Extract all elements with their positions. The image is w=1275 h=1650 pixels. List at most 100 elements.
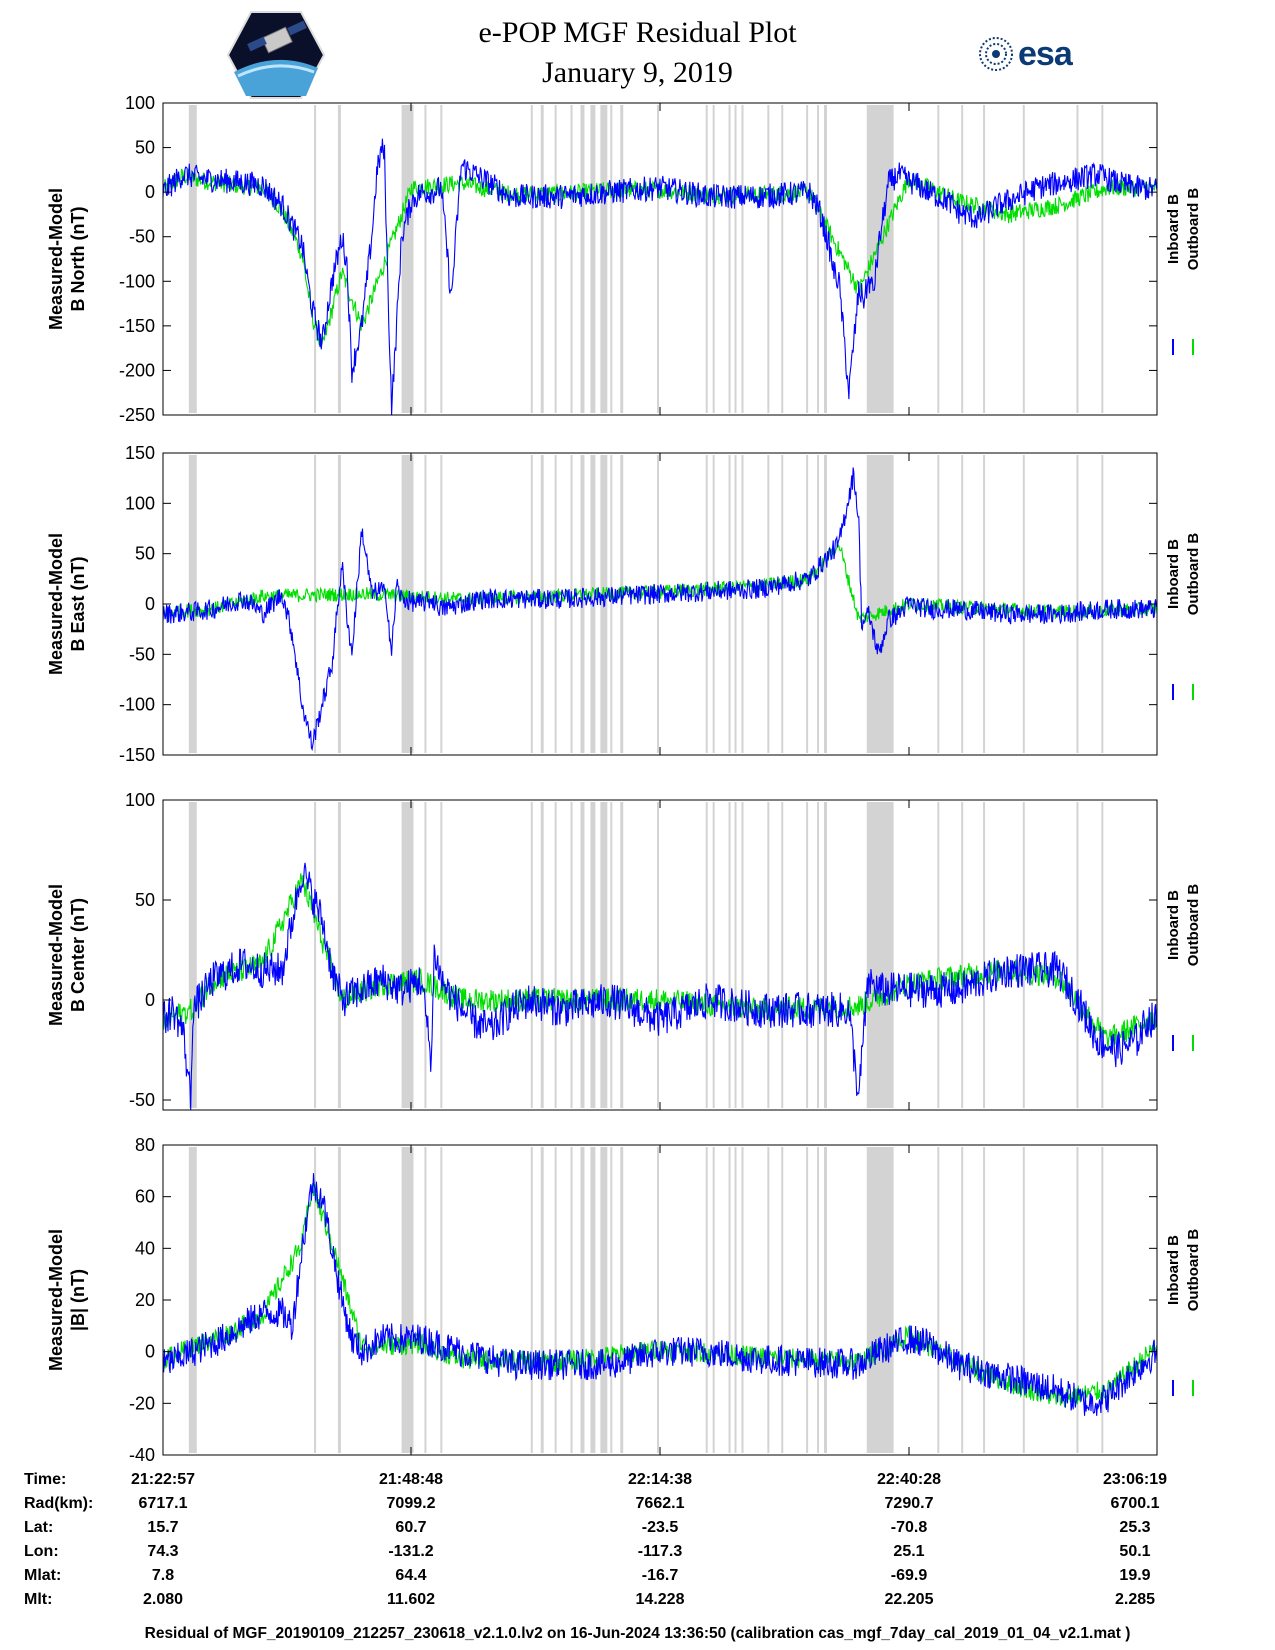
data-gap-band <box>866 802 894 1108</box>
legend-outboard-label: Outboard B <box>1185 533 1202 616</box>
y-tick-label: 0 <box>145 594 155 614</box>
y-tick-label: -250 <box>119 405 155 425</box>
y-tick-label: -150 <box>119 316 155 336</box>
legend-outboard-label: Outboard B <box>1185 188 1202 271</box>
data-gap-band <box>580 802 585 1108</box>
panel-bnorth: 100 50 0 -50 -100 -150 -200 -250 Measured-Model B… <box>46 93 1202 425</box>
data-gap-band <box>741 455 744 753</box>
y-axis-label: Measured-Model <box>46 884 66 1026</box>
data-gap-band <box>817 802 820 1108</box>
data-gap-band <box>734 105 737 413</box>
y-tick-label: -150 <box>119 745 155 765</box>
y-axis-label: Measured-Model <box>46 1229 66 1371</box>
data-gap-band <box>1101 1147 1104 1453</box>
y-axis-label: Measured-Model <box>46 533 66 675</box>
data-gap-band <box>767 802 770 1108</box>
y-tick-label: -20 <box>129 1393 155 1413</box>
legend-inboard-label: Inboard B <box>1165 1235 1182 1305</box>
data-gap-band <box>570 1147 573 1453</box>
data-gap-band <box>806 105 809 413</box>
series-inboard-line <box>162 467 1158 752</box>
series-inboard-line <box>162 1173 1158 1416</box>
data-gap-band <box>554 105 557 413</box>
data-gap-band <box>937 1147 940 1453</box>
legend-outboard-label: Outboard B <box>1185 1229 1202 1312</box>
y-tick-label: 100 <box>125 790 155 810</box>
data-gap-band <box>600 802 608 1108</box>
y-tick-label: -50 <box>129 227 155 247</box>
data-gap-band <box>570 105 573 413</box>
data-gap-band <box>767 455 770 753</box>
data-gap-band <box>657 1147 660 1453</box>
data-gap-band <box>866 455 894 753</box>
data-gap-band <box>440 105 443 413</box>
data-gap-band <box>1076 802 1079 1108</box>
y-tick-label: 0 <box>145 182 155 202</box>
data-gap-band <box>590 1147 596 1453</box>
data-gap-band <box>824 455 827 753</box>
series-outboard-line <box>162 1182 1158 1408</box>
data-gap-band <box>188 1147 197 1453</box>
data-gap-band <box>806 1147 809 1453</box>
data-gap-band <box>1076 1147 1079 1453</box>
y-tick-label: 0 <box>145 1342 155 1362</box>
y-tick-label: -40 <box>129 1445 155 1465</box>
data-gap-band <box>817 1147 820 1453</box>
data-gap-band <box>781 1147 784 1453</box>
data-gap-band <box>188 455 197 753</box>
data-gap-band <box>620 802 624 1108</box>
data-gap-band <box>767 1147 770 1453</box>
data-gap-band <box>600 1147 608 1453</box>
data-gap-band <box>961 105 964 413</box>
data-gap-band <box>983 802 986 1108</box>
data-gap-band <box>937 105 940 413</box>
data-gap-band <box>188 105 197 413</box>
data-gap-band <box>705 802 708 1108</box>
data-gap-band <box>610 455 613 753</box>
data-gap-band <box>600 105 608 413</box>
data-gap-band <box>983 455 986 753</box>
esa-logo-icon <box>979 37 1013 71</box>
data-gap-band <box>610 105 613 413</box>
y-tick-label: 40 <box>135 1238 155 1258</box>
data-gap-band <box>728 105 731 413</box>
data-gap-band <box>424 1147 427 1453</box>
data-gap-band <box>705 1147 708 1453</box>
y-tick-label: -50 <box>129 644 155 664</box>
data-gap-band <box>728 455 731 753</box>
y-tick-label: -100 <box>119 271 155 291</box>
y-tick-label: 0 <box>145 990 155 1010</box>
data-gap-band <box>983 1147 986 1453</box>
data-gap-band <box>728 802 731 1108</box>
data-gap-band <box>590 802 596 1108</box>
data-gap-band <box>1076 105 1079 413</box>
y-tick-label: 50 <box>135 138 155 158</box>
data-gap-band <box>530 1147 533 1453</box>
panel-bmag: 80 60 40 20 0 -20 -40 Measured-Model |B| (nT) Inb… <box>46 1135 1202 1465</box>
data-gap-band <box>1022 105 1025 413</box>
y-tick-label: 50 <box>135 544 155 564</box>
y-tick-label: -50 <box>129 1090 155 1110</box>
y-axis-label: B Center (nT) <box>68 898 88 1012</box>
data-gap-band <box>337 455 341 753</box>
data-gap-band <box>401 1147 414 1453</box>
series-outboard-line <box>162 168 1158 348</box>
data-gap-band <box>781 802 784 1108</box>
data-gap-band <box>983 105 986 413</box>
y-axis-label: Measured-Model <box>46 188 66 330</box>
y-tick-label: 100 <box>125 93 155 113</box>
data-gap-band <box>440 802 443 1108</box>
data-gap-band <box>734 1147 737 1453</box>
data-gap-band <box>424 802 427 1108</box>
data-gap-band <box>806 802 809 1108</box>
y-tick-label: 100 <box>125 493 155 513</box>
data-gap-band <box>806 455 809 753</box>
data-gap-band <box>824 1147 827 1453</box>
axes-frame <box>162 102 1158 416</box>
data-gap-band <box>540 802 544 1108</box>
data-gap-band <box>1101 105 1104 413</box>
data-gap-band <box>424 105 427 413</box>
axes-frame <box>162 452 1158 756</box>
y-axis-label: B North (nT) <box>68 207 88 312</box>
